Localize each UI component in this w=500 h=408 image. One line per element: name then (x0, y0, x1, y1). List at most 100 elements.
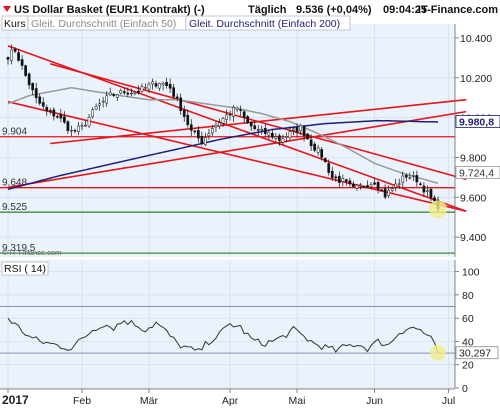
candle-body (390, 188, 394, 191)
candle-body (87, 117, 91, 127)
candle-body (285, 136, 288, 138)
candle-body (193, 130, 197, 133)
candle-body (348, 180, 352, 185)
candle-body (359, 184, 362, 186)
rsi-tag: 30,297 (455, 346, 499, 360)
x-tick-label: Apr (222, 395, 239, 407)
candle-body (345, 179, 348, 182)
candle-body (242, 111, 246, 118)
legend: Kurs Gleit. Durchschnitt (Einfach 50) Gl… (1, 15, 351, 31)
rsi-levels (0, 306, 455, 354)
candle-body (355, 184, 359, 189)
candle-body (115, 94, 119, 98)
legend-kurs: Kurs (4, 18, 26, 30)
legend-sma200-box (185, 15, 351, 31)
price-tick-label: 10.200 (460, 73, 492, 85)
header-interval: Täglich (248, 4, 287, 16)
candle-body (387, 190, 391, 196)
candle-body (122, 91, 126, 94)
rsi-tick-label: 60 (462, 313, 474, 325)
candle-body (182, 109, 186, 117)
candle-body (20, 59, 24, 66)
header-brand: IT-Finance.com (418, 4, 498, 16)
candle-body (221, 118, 225, 124)
price-tick-label: 9.800 (460, 152, 486, 164)
candle-body (316, 147, 320, 153)
sma50-line (7, 86, 439, 185)
trendline (7, 110, 467, 189)
candle-body (77, 125, 80, 133)
candle-body (214, 124, 218, 128)
level-label: 9.525 (2, 202, 27, 213)
candle-body (260, 128, 264, 131)
rsi-tick-label: 40 (462, 336, 474, 348)
candle-body (27, 73, 31, 86)
candle-body (17, 52, 20, 61)
candle-body (105, 95, 109, 104)
candle-body (397, 183, 401, 185)
header-price: 9.536 (+0,04%) (296, 4, 372, 16)
candle-body (323, 158, 327, 163)
rsi-title: RSI ( 14) (4, 263, 46, 275)
candle-body (327, 163, 331, 173)
price-tags: 9.980,8 9.724,4 (455, 115, 500, 179)
candle-body (330, 171, 334, 178)
x-tick-label: Mai (289, 395, 306, 407)
candle-body (140, 86, 144, 92)
candle-body (341, 178, 345, 182)
rsi-tag-box (455, 346, 499, 360)
level-label: 9.648 (2, 178, 27, 189)
candle-body (249, 121, 253, 127)
candle-body (186, 114, 190, 125)
candle-body (246, 116, 250, 123)
candle-body (218, 122, 221, 127)
candle-body (70, 130, 73, 132)
candle-body (31, 83, 35, 91)
candle-body (373, 182, 376, 185)
header-title: US Dollar Basket (EUR1 Kontrakt) (-) (14, 4, 205, 16)
rsi-tag-label: 30,297 (459, 348, 491, 360)
down-arrow-icon (3, 6, 11, 12)
price-panel (0, 24, 455, 257)
candle-body (55, 116, 59, 118)
candle-body (126, 92, 130, 95)
rsi-title-box (1, 261, 49, 276)
candle-body (196, 130, 200, 139)
candle-body (175, 96, 179, 99)
candle-body (302, 126, 306, 137)
last-price-highlight (429, 200, 447, 219)
candle-body (80, 125, 84, 127)
candle-body (288, 131, 292, 139)
candle-body (263, 128, 267, 134)
rsi-tick-label: 100 (462, 267, 480, 279)
candle-body (256, 129, 260, 131)
candle-body (211, 128, 214, 134)
candle-body (433, 197, 436, 202)
candlesticks (6, 44, 440, 212)
candle-body (48, 110, 52, 112)
candle-body (207, 133, 211, 137)
x-axis: 2017 Feb Mär Apr Mai Jun Jul (2, 389, 455, 407)
rsi-line (7, 317, 439, 353)
horizontal-levels: 9.904 9.648 9.525 9.319,5 (0, 127, 455, 254)
candle-body (172, 87, 176, 97)
candle-body (422, 185, 426, 193)
candle-body (165, 81, 168, 86)
price-tag-label: 9.980,8 (459, 116, 494, 128)
watermark: © IT-Finance.com (2, 248, 61, 257)
candle-body (84, 124, 87, 127)
candle-body (306, 133, 309, 140)
candle-body (91, 109, 94, 117)
candle-body (204, 137, 207, 146)
candle-body (34, 88, 38, 99)
candle-body (380, 189, 383, 191)
candle-body (429, 188, 433, 198)
candle-body (295, 127, 299, 133)
candle-body (24, 65, 27, 76)
candle-body (274, 136, 278, 139)
candle-body (200, 136, 204, 145)
candle-body (270, 132, 274, 138)
candle-body (404, 174, 408, 178)
candle-body (320, 149, 324, 158)
